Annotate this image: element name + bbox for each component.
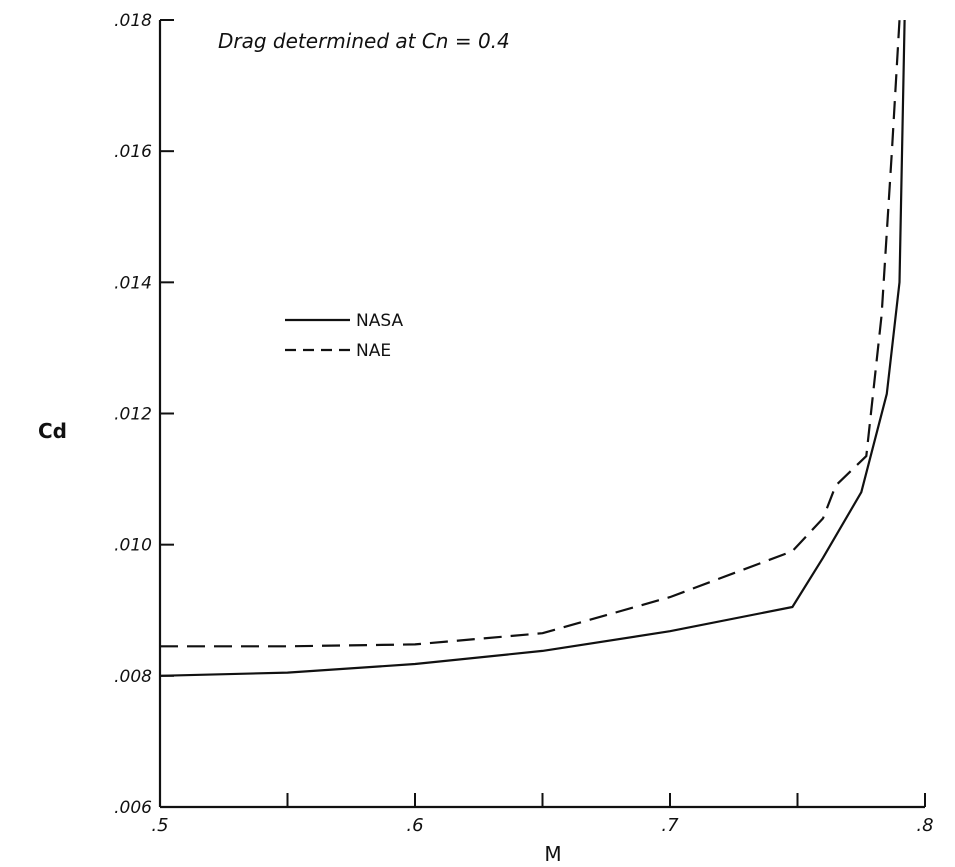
legend-label-nasa: NASA — [356, 311, 403, 331]
series-line-nae — [160, 19, 901, 648]
x-tick-label: .5 — [151, 815, 168, 836]
y-tick-label: .010 — [114, 536, 152, 556]
x-tick-label: .7 — [661, 815, 679, 836]
legend: NASA NAE — [285, 311, 403, 361]
series-layer — [159, 19, 906, 677]
y-axis-label: Cd — [38, 419, 67, 443]
axes: .006 .008 .010 .012 .014 .016 .018 .5 .6 .7 .8 — [114, 11, 933, 836]
x-tick-label: .6 — [406, 815, 423, 836]
y-tick-label: .016 — [114, 142, 152, 162]
chart-title: Drag determined at Cn = 0.4 — [218, 29, 510, 53]
y-tick-label: .012 — [114, 405, 152, 425]
x-tick-label: .8 — [916, 815, 933, 836]
series-line-nasa — [159, 19, 906, 677]
y-tick-label: .006 — [114, 798, 152, 818]
y-tick-label: .018 — [114, 11, 152, 31]
y-tick-label: .008 — [114, 667, 152, 687]
legend-label-nae: NAE — [356, 341, 391, 361]
x-axis-label: M — [544, 842, 561, 866]
y-tick-label: .014 — [114, 273, 152, 293]
